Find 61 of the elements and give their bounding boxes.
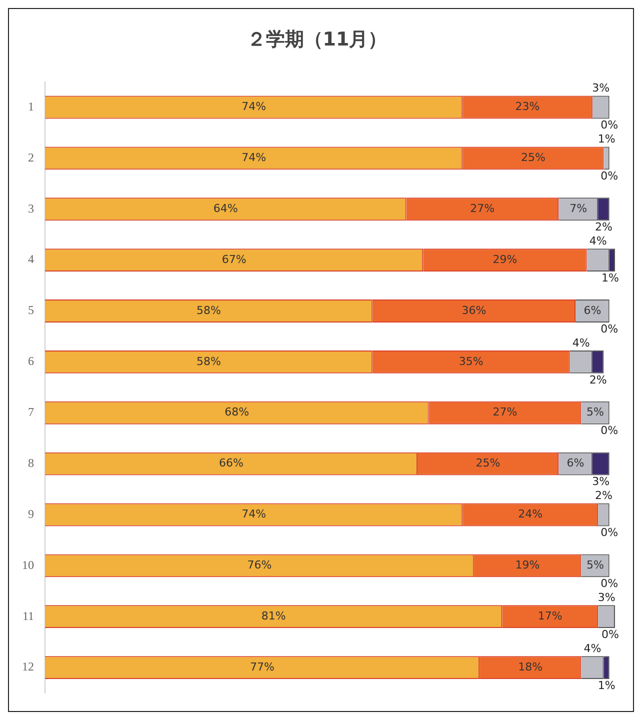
data-label: 27% xyxy=(470,202,495,215)
data-label: 2% xyxy=(589,373,607,386)
data-label: 3% xyxy=(592,475,610,488)
data-label: 5% xyxy=(586,558,604,572)
y-tick-label: 5 xyxy=(28,303,34,318)
data-label: 3% xyxy=(598,591,616,604)
y-tick-label: 1 xyxy=(28,99,34,114)
data-label: 66% xyxy=(219,456,244,470)
data-label: 64% xyxy=(213,202,238,215)
data-label: 67% xyxy=(222,252,246,266)
data-label: 0% xyxy=(602,628,619,641)
data-label: 4% xyxy=(572,336,590,350)
data-label: 58% xyxy=(196,354,221,368)
data-label: 1% xyxy=(602,271,619,284)
y-tick-label: 6 xyxy=(28,354,34,368)
data-label: 58% xyxy=(196,304,221,317)
chart-title: ２学期（11月） xyxy=(246,28,388,50)
data-label: 29% xyxy=(492,252,518,266)
data-label: 24% xyxy=(518,508,543,521)
data-label: 2% xyxy=(594,220,612,234)
data-label: 5% xyxy=(586,406,604,419)
y-tick-label: 2 xyxy=(28,150,34,164)
data-label: 6% xyxy=(566,456,584,470)
data-label: 18% xyxy=(518,660,543,674)
data-label: 74% xyxy=(242,100,266,114)
data-label: 25% xyxy=(476,456,500,470)
y-tick-label: 9 xyxy=(28,506,34,521)
data-label: 36% xyxy=(462,304,486,317)
data-label: 6% xyxy=(584,304,602,317)
data-label: 23% xyxy=(515,100,540,114)
data-label: 68% xyxy=(224,406,250,419)
data-label: 74% xyxy=(242,151,266,164)
data-label: 0% xyxy=(600,118,618,132)
data-label: 17% xyxy=(538,609,562,622)
data-label: 74% xyxy=(242,508,266,521)
data-label: 0% xyxy=(600,526,618,540)
data-label: 35% xyxy=(458,354,484,368)
data-label: 0% xyxy=(600,322,618,336)
data-label: 4% xyxy=(584,642,602,655)
data-label: 19% xyxy=(515,558,540,572)
y-tick-label: 10 xyxy=(22,558,34,572)
data-label: 1% xyxy=(598,132,616,146)
data-label: 81% xyxy=(261,609,286,622)
data-label: 3% xyxy=(592,82,610,95)
data-label: 25% xyxy=(520,151,546,164)
y-tick-label: 11 xyxy=(22,608,34,623)
data-label: 0% xyxy=(600,424,618,438)
y-tick-label: 4 xyxy=(28,252,34,266)
data-label: 7% xyxy=(570,202,588,215)
data-label: 1% xyxy=(598,678,616,692)
data-label: 76% xyxy=(247,558,272,572)
data-label: 27% xyxy=(492,406,518,419)
data-label: 2% xyxy=(594,489,612,502)
data-label: 4% xyxy=(589,234,607,248)
y-tick-label: 12 xyxy=(22,660,34,674)
y-tick-label: 3 xyxy=(28,201,34,216)
data-label: 0% xyxy=(600,576,618,590)
y-tick-label: 7 xyxy=(28,405,34,420)
y-tick-label: 8 xyxy=(28,456,34,470)
data-label: 77% xyxy=(250,660,275,674)
data-label: 0% xyxy=(600,170,618,183)
